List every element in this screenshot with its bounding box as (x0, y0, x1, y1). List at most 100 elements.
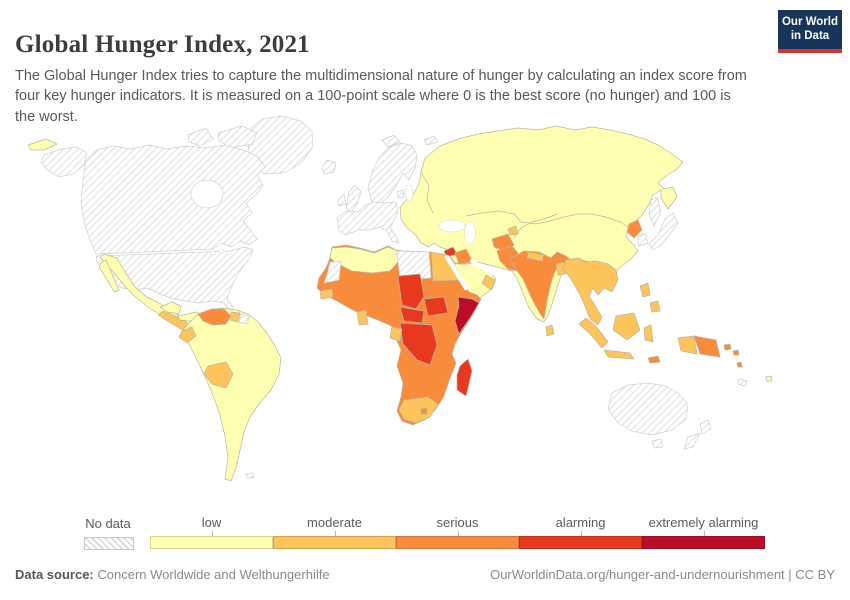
legend-segment-alarming[interactable]: alarming (519, 515, 642, 549)
legend-segment-extremely_alarming[interactable]: extremely alarming (642, 515, 765, 549)
region-central-african-republic[interactable] (399, 306, 425, 324)
baltic-sea (404, 184, 414, 202)
region-sri-lanka[interactable] (545, 324, 555, 337)
legend-bar: low moderate serious alarming extremely alar… (150, 515, 765, 549)
world-map (27, 115, 773, 482)
region-australia[interactable] (607, 382, 689, 436)
legend-no-data-swatch[interactable] (84, 537, 134, 550)
region-philippines-luzon[interactable] (639, 282, 651, 298)
legend-tick (703, 531, 705, 536)
region-java[interactable] (603, 349, 635, 360)
owid-logo-line1: Our World (781, 16, 838, 28)
region-dr-congo[interactable] (399, 322, 438, 366)
region-chad[interactable] (397, 273, 425, 310)
region-somalia[interactable] (454, 296, 480, 335)
region-nepal[interactable] (526, 251, 545, 262)
legend-tick (580, 531, 582, 536)
region-canada[interactable] (80, 144, 266, 255)
region-mexico-yucatan[interactable] (159, 301, 182, 315)
region-alaska[interactable] (40, 146, 88, 178)
red-sea (444, 254, 469, 291)
region-svalbard[interactable] (381, 134, 401, 148)
region-south-sudan[interactable] (423, 296, 449, 317)
region-denmark[interactable] (396, 189, 405, 199)
region-madagascar[interactable] (456, 358, 473, 397)
region-vanuatu[interactable] (736, 361, 743, 368)
region-south-korea[interactable] (636, 232, 649, 247)
region-japan[interactable] (648, 212, 679, 251)
great-lake-2 (218, 248, 224, 254)
region-venezuela[interactable] (197, 308, 232, 326)
region-sumatra[interactable] (578, 317, 609, 349)
persian-gulf (470, 259, 494, 275)
region-gabon[interactable] (389, 326, 403, 342)
region-guyana[interactable] (229, 311, 241, 323)
caspian-sea (464, 221, 476, 245)
region-new-zealand[interactable] (683, 419, 712, 450)
region-southeast-asia[interactable] (562, 257, 619, 326)
country-border-line (520, 213, 631, 229)
region-borneo[interactable] (612, 312, 641, 341)
region-western-europe[interactable] (336, 201, 400, 244)
owid-logo-line2: in Data (790, 30, 830, 43)
region-iceland[interactable] (321, 159, 337, 175)
region-falkland-islands[interactable] (245, 472, 255, 479)
legend-label-moderate: moderate (307, 515, 362, 530)
region-western-sahara[interactable] (323, 260, 342, 284)
region-new-caledonia[interactable] (737, 378, 748, 387)
region-timor-leste[interactable] (647, 355, 661, 364)
region-south-america[interactable] (181, 307, 282, 482)
region-tasmania[interactable] (651, 438, 664, 449)
region-papua-new-guinea[interactable] (693, 335, 721, 358)
region-sakhalin[interactable] (648, 196, 662, 227)
hudson-bay (190, 179, 224, 209)
subtitle: The Global Hunger Index tries to capture… (15, 67, 747, 125)
region-tajikistan[interactable] (507, 225, 519, 236)
legend-label-low: low (201, 515, 222, 530)
region-canadian-arctic-islands-2[interactable] (187, 127, 214, 147)
region-suriname[interactable] (238, 313, 250, 325)
legend-segment-serious[interactable]: serious (396, 515, 519, 549)
region-south-africa[interactable] (398, 396, 439, 424)
region-oman[interactable] (481, 274, 496, 291)
footer-source-label: Data source: (15, 567, 94, 582)
region-sulawesi[interactable] (643, 324, 654, 343)
region-north-korea[interactable] (626, 219, 643, 239)
legend-label-alarming: alarming (555, 515, 606, 530)
region-united-states[interactable] (95, 246, 254, 318)
legend-segment-low[interactable]: low (150, 515, 273, 549)
legend-no-data-label: No data (85, 516, 131, 531)
page-title: Global Hunger Index, 2021 (15, 30, 310, 58)
footer-source: Data source: Concern Worldwide and Welth… (15, 567, 330, 582)
region-bangladesh[interactable] (555, 261, 567, 276)
region-scandinavia[interactable] (367, 142, 418, 207)
region-solomon-islands[interactable] (723, 343, 740, 356)
region-greenland[interactable] (247, 115, 314, 175)
region-ghana[interactable] (356, 309, 369, 326)
region-senegal[interactable] (319, 288, 334, 300)
region-bolivia[interactable] (203, 361, 234, 389)
legend-tick (334, 531, 336, 536)
great-lake-3 (226, 250, 232, 256)
country-border-line (513, 213, 558, 239)
footer-credit[interactable]: OurWorldinData.org/hunger-and-undernouri… (490, 567, 835, 582)
region-ecuador[interactable] (178, 326, 197, 344)
owid-logo[interactable]: Our World in Data (778, 10, 842, 53)
region-west-papua[interactable] (677, 335, 698, 355)
legend-label-extremely_alarming: extremely alarming (648, 515, 759, 530)
footer-source-text: Concern Worldwide and Welthungerhilfe (97, 567, 330, 582)
region-united-kingdom[interactable] (345, 184, 362, 213)
country-border-line (420, 171, 434, 214)
legend-tick (211, 531, 213, 536)
region-fiji[interactable] (765, 375, 773, 382)
region-lesotho[interactable] (420, 407, 428, 415)
region-mexico-baja[interactable] (98, 259, 120, 293)
region-arctic-islands[interactable] (423, 135, 439, 146)
region-canadian-arctic-islands[interactable] (217, 125, 258, 149)
legend-tick (457, 531, 459, 536)
region-philippines-mindanao[interactable] (649, 300, 661, 313)
region-russia-far-east[interactable] (27, 138, 58, 151)
legend-segment-moderate[interactable]: moderate (273, 515, 396, 549)
region-ireland[interactable] (337, 193, 347, 207)
